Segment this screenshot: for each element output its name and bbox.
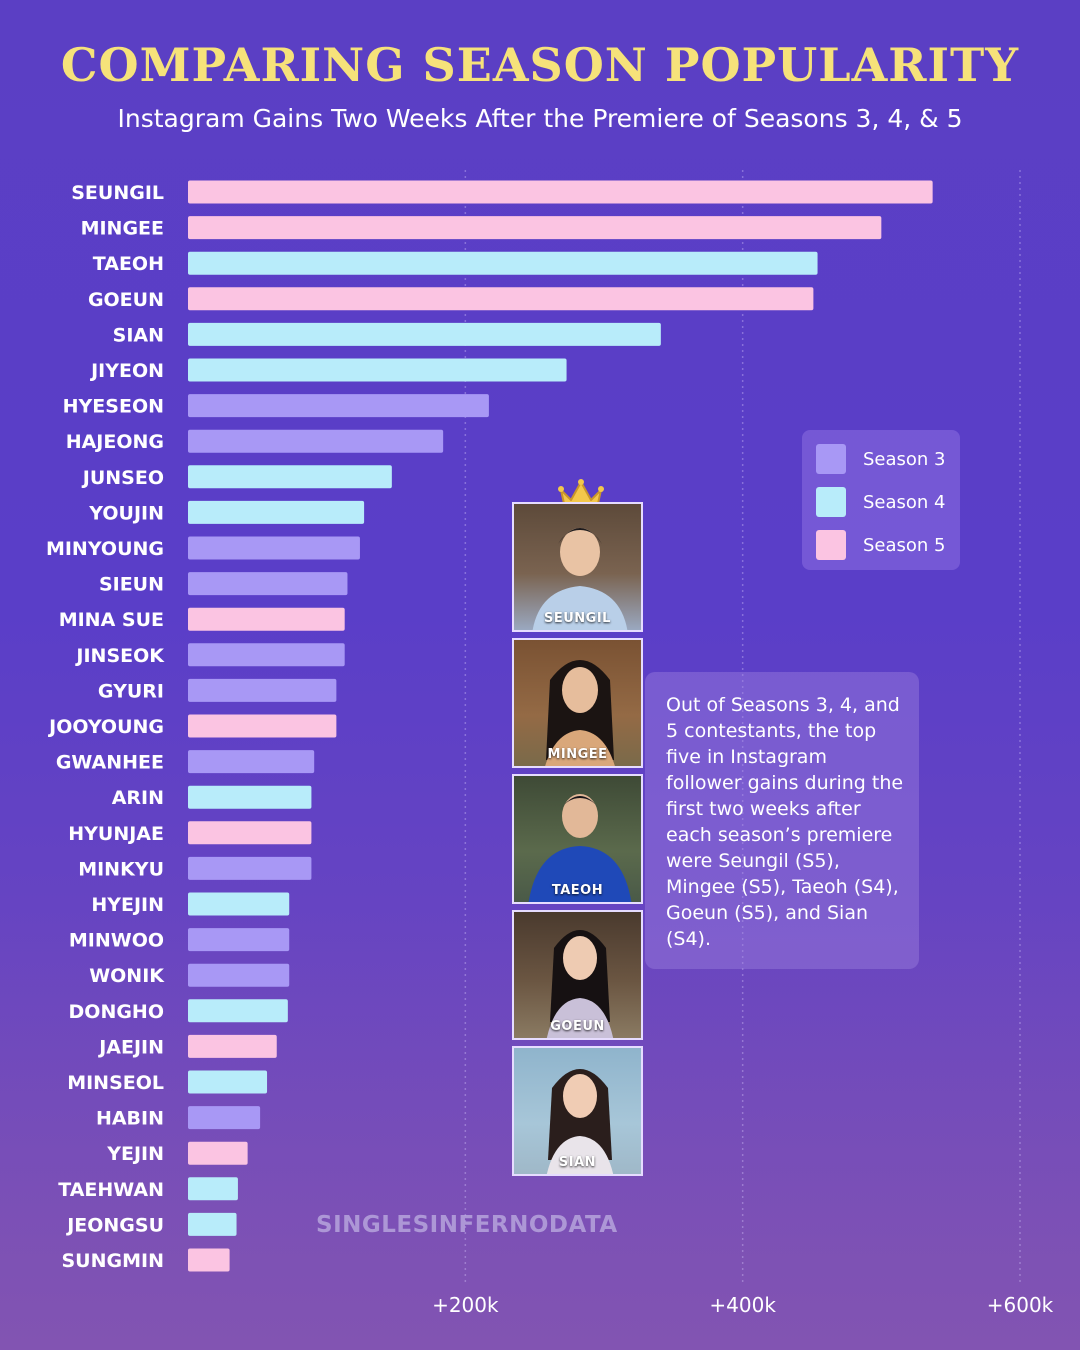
category-label: MINSEOL — [67, 1072, 164, 1094]
category-label: TAEOH — [93, 253, 164, 275]
category-label: HYESEON — [63, 396, 164, 418]
bar — [188, 251, 818, 275]
category-label: SUNGMIN — [62, 1250, 165, 1272]
bar — [188, 500, 365, 524]
bar — [188, 287, 814, 311]
bar — [188, 678, 337, 702]
bar — [188, 856, 312, 880]
contestant-photo-sian: SIAN — [512, 1046, 643, 1176]
category-label: JAEJIN — [97, 1036, 164, 1058]
bar — [188, 892, 290, 916]
legend-label-season-3: Season 3 — [863, 448, 946, 470]
category-label: MINGEE — [81, 218, 164, 240]
category-label: DONGHO — [69, 1001, 164, 1023]
category-label: JOOYOUNG — [47, 716, 164, 738]
legend-label-season-4: Season 4 — [863, 491, 946, 513]
watermark: SINGLESINFERNODATA — [316, 1212, 618, 1238]
bar — [188, 1106, 261, 1130]
portrait-mingee — [545, 660, 615, 766]
category-label: GOEUN — [88, 289, 164, 311]
legend-item-season-4: Season 4 — [816, 487, 946, 517]
category-label: SIEUN — [99, 574, 164, 596]
portrait-goeun — [546, 930, 614, 1038]
legend-item-season-3: Season 3 — [816, 444, 946, 474]
bar — [188, 785, 312, 809]
category-label: JUNSEO — [81, 467, 164, 489]
photo-label-goeun: GOEUN — [550, 1019, 605, 1034]
category-label: HYUNJAE — [68, 823, 164, 845]
category-label: TAEHWAN — [58, 1179, 164, 1201]
category-label: MINA SUE — [59, 609, 164, 631]
bar — [188, 216, 882, 240]
category-label: HAJEONG — [66, 431, 164, 453]
bar — [188, 750, 315, 774]
bar — [188, 1212, 237, 1236]
bar — [188, 536, 360, 560]
legend-label-season-5: Season 5 — [863, 534, 946, 556]
portrait-seungil — [532, 528, 628, 630]
bar — [188, 999, 288, 1023]
portrait-taeoh — [528, 794, 632, 902]
bar — [188, 714, 337, 738]
legend-swatch-season-3 — [816, 444, 846, 474]
photo-label-mingee: MINGEE — [547, 747, 608, 762]
category-label: HABIN — [96, 1108, 164, 1130]
category-label: HYEJIN — [91, 894, 164, 916]
bar — [188, 963, 290, 987]
chart-subtitle: Instagram Gains Two Weeks After the Prem… — [117, 104, 963, 133]
contestant-photo-mingee: MINGEE — [512, 638, 643, 768]
category-label: JIYEON — [89, 360, 164, 382]
category-label: MINKYU — [78, 858, 164, 880]
chart-title: COMPARING SEASON POPULARITY — [60, 38, 1020, 92]
legend-swatch-season-5 — [816, 530, 846, 560]
bar — [188, 643, 345, 667]
photo-label-seungil: SEUNGIL — [544, 611, 611, 626]
portrait-sian — [546, 1069, 614, 1174]
bar — [188, 572, 348, 596]
legend: Season 3 Season 4 Season 5 — [802, 430, 960, 570]
x-tick-label: +600k — [987, 1293, 1054, 1317]
bar — [188, 821, 312, 845]
legend-swatch-season-4 — [816, 487, 846, 517]
contestant-photo-seungil: SEUNGIL — [512, 502, 643, 632]
photo-label-sian: SIAN — [558, 1155, 597, 1170]
bar — [188, 928, 290, 952]
category-label: MINWOO — [69, 930, 164, 952]
category-label: YEJIN — [106, 1143, 164, 1165]
bar — [188, 465, 392, 489]
bar — [188, 1177, 238, 1201]
bar — [188, 1141, 248, 1165]
category-label: WONIK — [89, 965, 165, 987]
category-label: YOUJIN — [88, 502, 164, 524]
bar — [188, 1034, 277, 1058]
bar — [188, 394, 489, 418]
category-label: GWANHEE — [56, 752, 164, 774]
x-tick-label: +200k — [432, 1293, 499, 1317]
category-label: ARIN — [112, 787, 164, 809]
bar — [188, 429, 444, 453]
category-label: JINSEOK — [74, 645, 165, 667]
bar — [188, 180, 933, 204]
photo-label-taeoh: TAEOH — [551, 883, 604, 898]
category-label: SIAN — [113, 324, 164, 346]
category-label: GYURI — [98, 680, 164, 702]
contestant-photo-goeun: GOEUN — [512, 910, 643, 1040]
category-label: JEONGSU — [65, 1214, 164, 1236]
summary-note: Out of Seasons 3, 4, and 5 contestants, … — [645, 672, 919, 969]
category-label: SEUNGIL — [71, 182, 164, 204]
bar — [188, 1248, 230, 1272]
contestant-photo-taeoh: TAEOH — [512, 774, 643, 904]
x-tick-label: +400k — [709, 1293, 776, 1317]
bar — [188, 1070, 268, 1094]
legend-item-season-5: Season 5 — [816, 530, 946, 560]
bar — [188, 358, 567, 382]
bar — [188, 607, 345, 631]
category-label: MINYOUNG — [46, 538, 164, 560]
bar — [188, 322, 661, 346]
